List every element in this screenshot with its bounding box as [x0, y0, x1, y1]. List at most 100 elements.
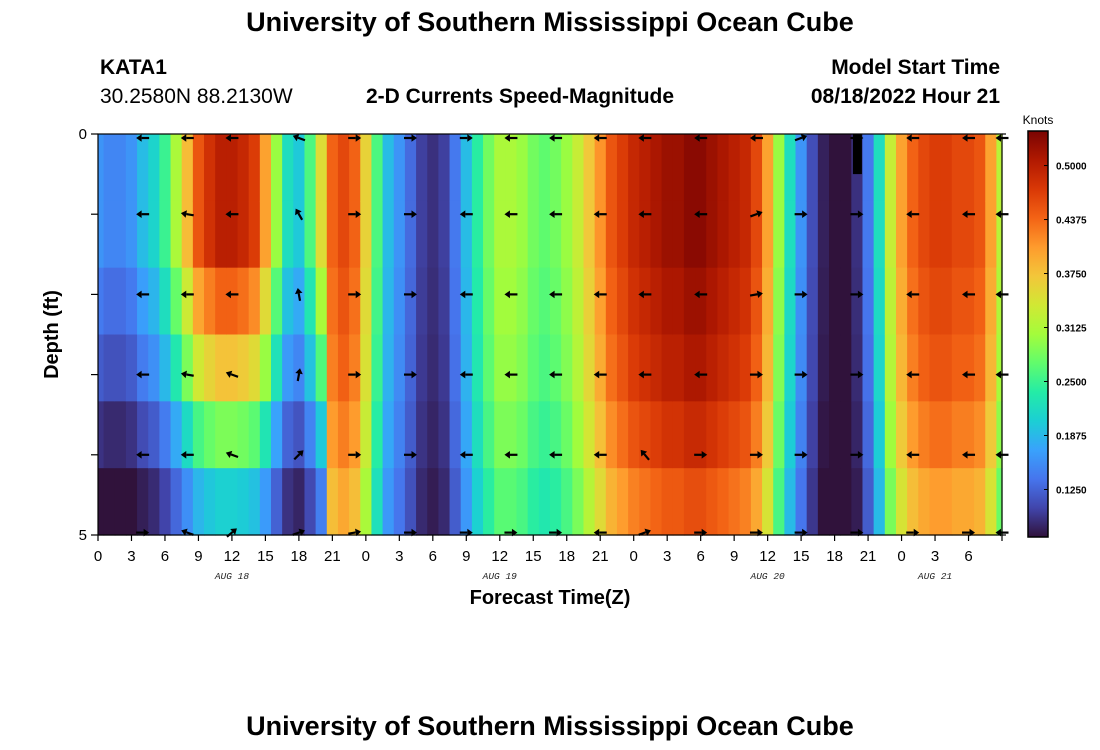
heatmap-cell — [817, 267, 830, 336]
heatmap-cell — [460, 401, 473, 469]
heatmap-cell — [337, 134, 350, 202]
heatmap-cell — [851, 334, 864, 402]
plot-frame — [97, 133, 1003, 536]
heatmap-cell — [148, 200, 160, 269]
current-arrow — [348, 210, 362, 218]
current-arrow — [136, 370, 150, 379]
date-label: AUG 18 — [214, 571, 250, 582]
heatmap-cell — [538, 334, 551, 402]
heatmap-cell — [382, 334, 395, 402]
heatmap-cell — [940, 134, 953, 202]
heatmap-cell — [962, 468, 975, 536]
heatmap-cell — [159, 200, 172, 269]
heatmap-cell — [583, 267, 596, 336]
heatmap-cell — [907, 334, 919, 402]
heatmap-cell — [449, 334, 462, 402]
colorbar-tick-label: 0.1875 — [1056, 432, 1087, 443]
heatmap-cell — [460, 468, 473, 536]
heatmap-cell — [951, 134, 964, 202]
heatmap-cell — [170, 401, 183, 469]
heatmap-cell — [326, 267, 339, 336]
heatmap-cell — [773, 267, 785, 336]
heatmap-cell — [125, 200, 138, 269]
heatmap-cell — [605, 267, 618, 336]
heatmap-cell — [717, 401, 730, 469]
heatmap-cell — [516, 134, 529, 202]
station-id: KATA1 — [100, 56, 167, 79]
heatmap-cell — [538, 267, 551, 336]
heatmap-cell — [527, 134, 540, 202]
heatmap-cell — [550, 200, 562, 269]
x-tick-label: 21 — [324, 548, 341, 565]
heatmap-cell — [639, 267, 652, 336]
heatmap-cell — [416, 334, 428, 402]
heatmap-cell — [293, 200, 306, 269]
heatmap-cell — [951, 267, 964, 336]
heatmap-cell — [404, 334, 417, 402]
heatmap-cell — [695, 134, 707, 202]
colorbar-label: Knots — [1023, 113, 1054, 127]
heatmap-cell — [650, 468, 663, 536]
heatmap-cell — [505, 401, 518, 469]
heatmap-cell — [471, 134, 484, 202]
heatmap-cell — [639, 134, 652, 202]
heatmap-cell — [762, 401, 774, 469]
heatmap-cell — [862, 401, 875, 469]
current-arrow — [962, 370, 976, 379]
heatmap-cell — [929, 267, 942, 336]
current-arrow — [906, 210, 920, 218]
heatmap-cell — [795, 267, 808, 336]
heatmap-cell — [996, 134, 1003, 202]
heatmap-cell — [762, 334, 774, 402]
heatmap-cell — [494, 200, 506, 269]
heatmap-cell — [773, 401, 785, 469]
heatmap-cell — [929, 134, 942, 202]
current-arrow — [348, 370, 362, 379]
heatmap-cell — [349, 200, 361, 269]
model-start-label: Model Start Time — [831, 56, 1000, 79]
heatmap-cell — [974, 267, 986, 336]
heatmap-cell — [940, 200, 953, 269]
current-arrow — [794, 134, 808, 142]
heatmap-cell — [326, 401, 339, 469]
heatmap-cell — [561, 334, 573, 402]
current-arrow — [136, 451, 150, 459]
heatmap-cell — [583, 334, 596, 402]
current-arrow — [295, 208, 304, 221]
heatmap-cell — [572, 468, 585, 536]
heatmap-cell — [695, 267, 707, 336]
missing-data-block — [852, 134, 862, 175]
heatmap-cell — [616, 401, 629, 469]
current-arrow — [136, 134, 150, 142]
current-arrow — [504, 451, 518, 459]
heatmap-cell — [304, 401, 317, 469]
current-arrow — [136, 290, 150, 299]
heatmap-cell — [304, 468, 317, 536]
heatmap-cell — [817, 334, 830, 402]
heatmap-cell — [471, 267, 484, 336]
heatmap-cell — [594, 200, 607, 269]
heatmap-cell — [974, 468, 986, 536]
heatmap-cell — [270, 401, 283, 469]
heatmap-cell — [605, 401, 618, 469]
current-arrow — [403, 451, 417, 459]
current-arrow — [906, 134, 920, 142]
heatmap-cell — [304, 267, 317, 336]
current-arrow — [225, 290, 239, 299]
heatmap-cell — [583, 401, 596, 469]
heatmap-cell — [962, 200, 975, 269]
heatmap-cell — [572, 134, 585, 202]
heatmap-cell — [806, 200, 819, 269]
heatmap-cell — [259, 401, 272, 469]
heatmap-cell — [616, 468, 629, 536]
heatmap-cell — [494, 334, 506, 402]
current-arrow — [180, 290, 194, 299]
heatmap-cell — [550, 267, 562, 336]
heatmap-cell — [393, 267, 406, 336]
heatmap-cell — [817, 468, 830, 536]
colorbar-tick-label: 0.1250 — [1056, 485, 1087, 496]
current-arrow — [962, 210, 976, 218]
heatmap-cell — [605, 134, 618, 202]
current-arrow — [593, 451, 607, 459]
heatmap-cell — [683, 267, 696, 336]
